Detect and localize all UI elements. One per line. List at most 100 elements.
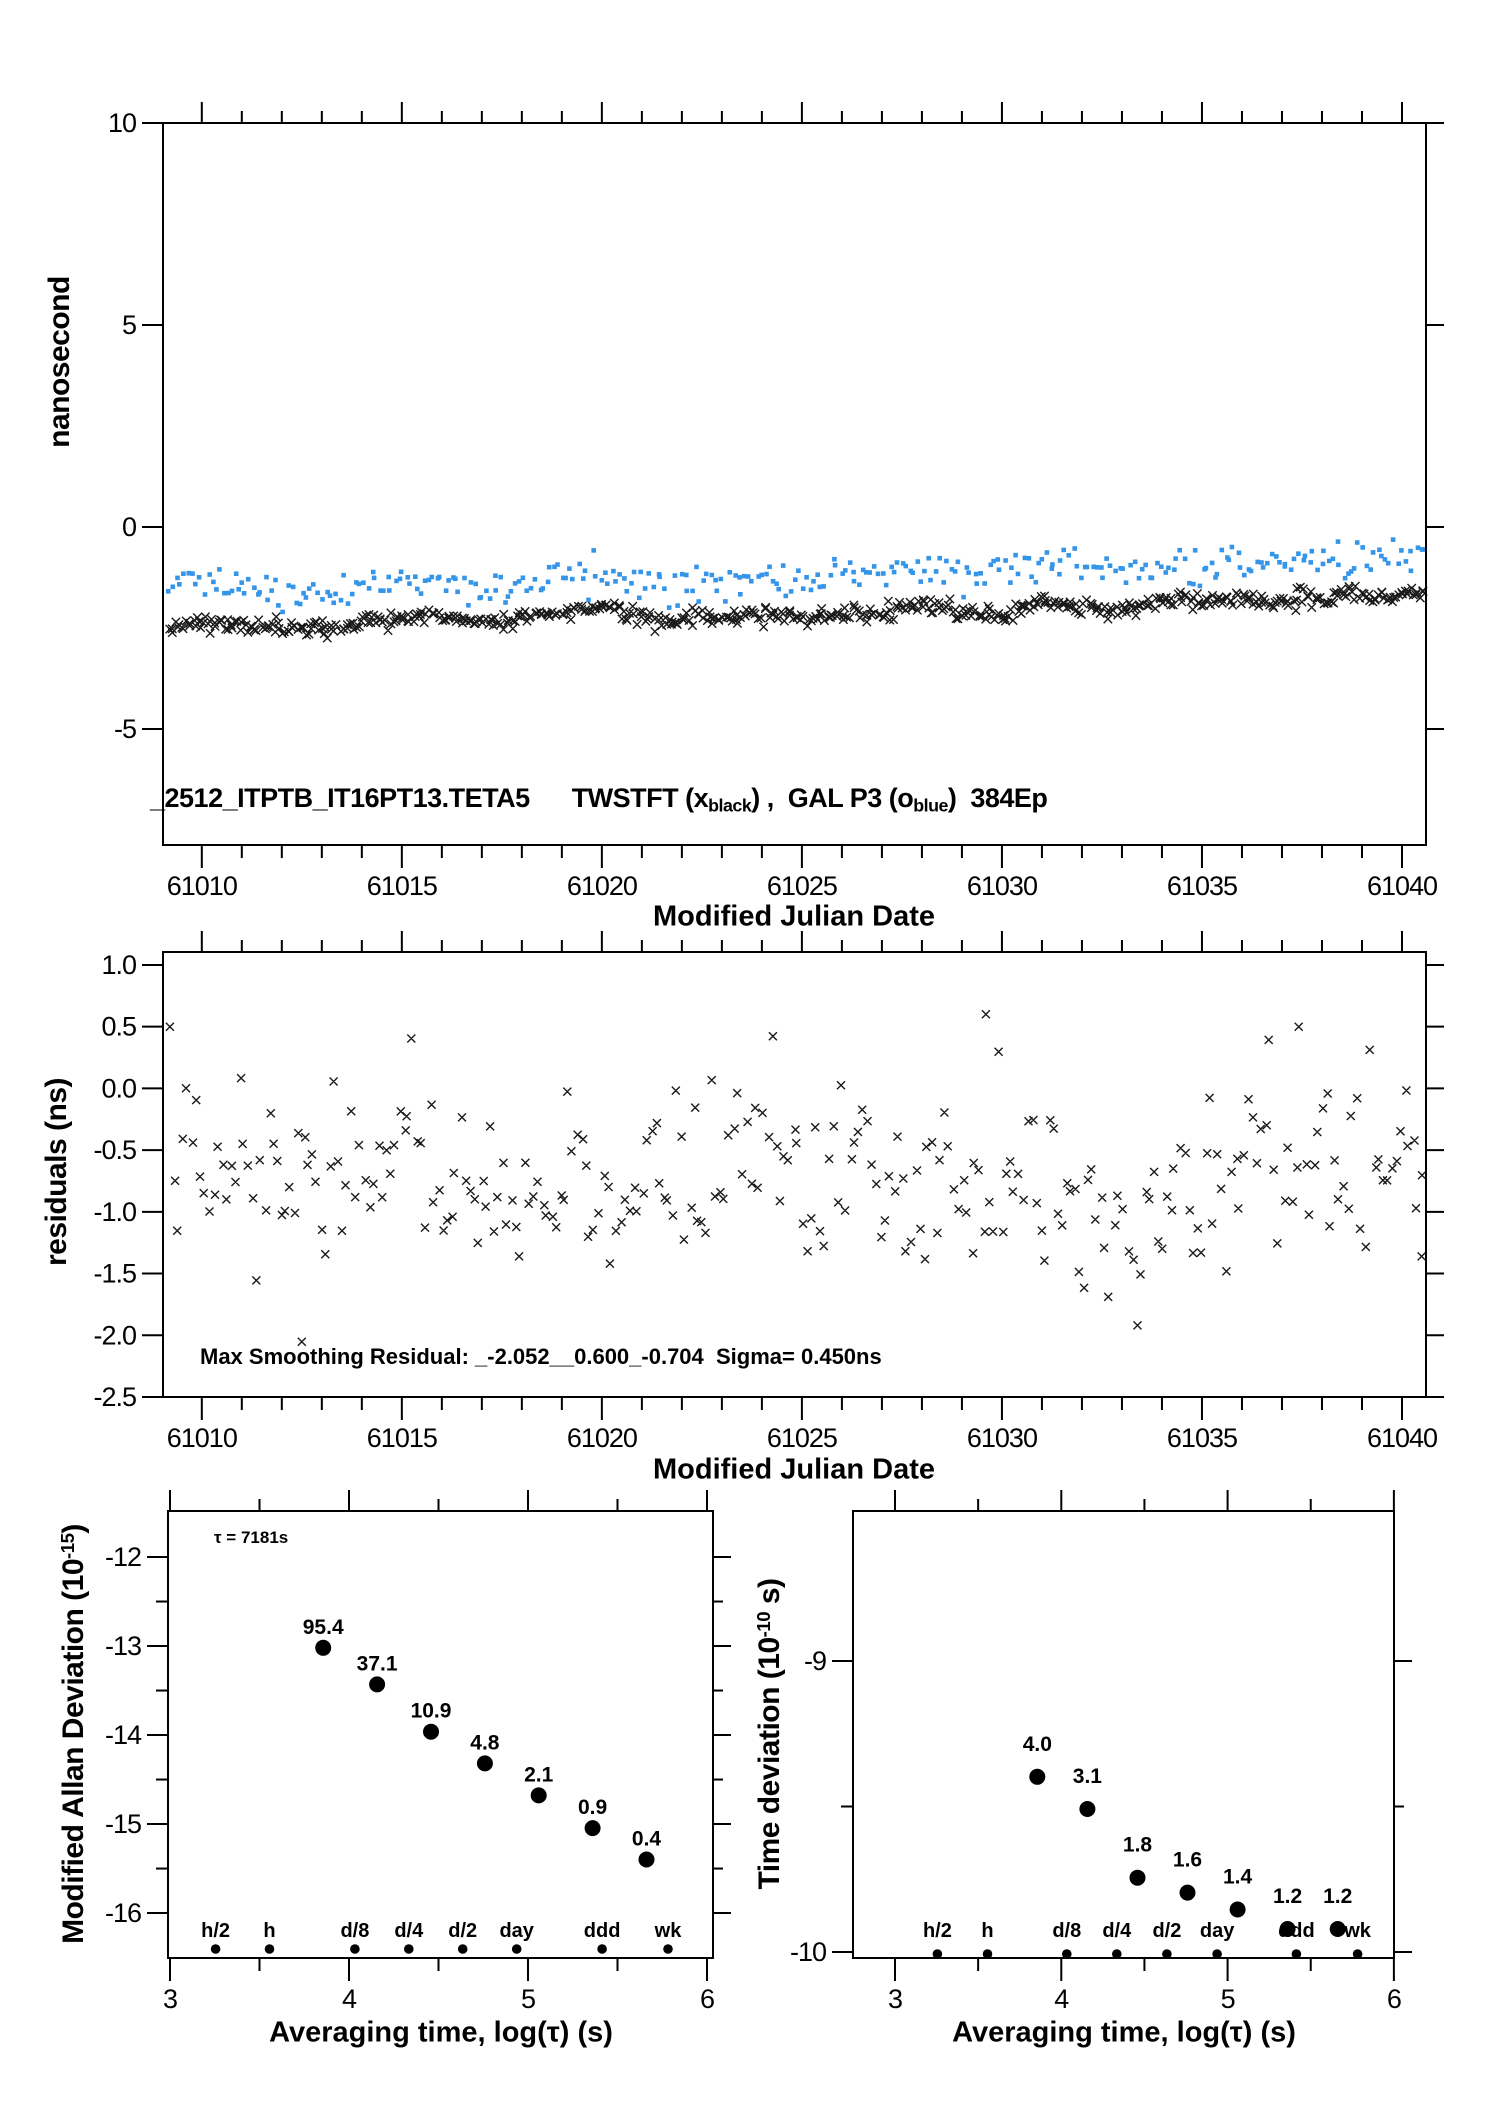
deviation-point [1129, 1869, 1146, 1886]
scatter-square-marker [455, 589, 460, 595]
scatter-square-marker [1408, 568, 1414, 574]
scatter-square-marker [1022, 555, 1028, 561]
deviation-point [1029, 1768, 1046, 1785]
scatter-square-marker [1420, 547, 1426, 552]
scatter-square-marker [466, 603, 471, 608]
scatter-square-marker [354, 580, 359, 585]
scatter-square-marker [1277, 560, 1282, 565]
scatter-square-marker [808, 587, 814, 593]
x-tick-label: 61035 [1167, 871, 1237, 901]
scatter-square-marker [484, 588, 489, 594]
panel1-x-axis-title: Modified Julian Date [653, 900, 935, 933]
x-tick-label: 61010 [167, 871, 237, 901]
scatter-square-marker [1072, 546, 1077, 551]
scatter-square-marker [759, 572, 764, 578]
scatter-square-marker [843, 568, 848, 573]
tag-marker-dot [264, 1944, 275, 1954]
scatter-square-marker [333, 591, 338, 597]
scatter-square-marker [900, 561, 906, 566]
x-tick-label: 61015 [367, 871, 437, 901]
scatter-square-marker [290, 584, 296, 590]
scatter-square-marker [1382, 557, 1388, 562]
scatter-square-marker [894, 560, 900, 565]
scatter-square-marker [883, 582, 889, 588]
x-tick-label: 61035 [1167, 1423, 1237, 1453]
scatter-square-marker [269, 588, 274, 593]
scatter-square-marker [378, 588, 383, 593]
scatter-square-marker [1327, 558, 1332, 564]
scatter-square-marker [1120, 566, 1125, 571]
tag-label: ddd [1278, 1920, 1315, 1942]
scatter-square-marker [207, 572, 212, 577]
scatter-square-marker [211, 579, 216, 585]
scatter-square-marker [1192, 548, 1198, 553]
scatter-square-marker [918, 579, 923, 584]
scatter-square-marker [303, 595, 309, 600]
scatter-square-marker [723, 599, 728, 604]
scatter-square-marker [175, 575, 180, 581]
scatter-square-marker [397, 576, 403, 582]
panel1-y-axis-title-text: nanosecond [43, 276, 76, 448]
scatter-square-marker [320, 597, 325, 602]
panel1-title-tail: ) 384Ep [947, 783, 1048, 813]
scatter-square-marker [1013, 552, 1018, 558]
twstft-gal-comparison-series-gal-p3 [165, 537, 1426, 615]
x-tick-label: 3 [163, 1984, 177, 2014]
scatter-square-marker [233, 571, 239, 576]
scatter-square-marker [1320, 561, 1326, 567]
scatter-square-marker [1255, 559, 1260, 565]
scatter-square-marker [265, 597, 270, 603]
deviation-value-label: 37.1 [357, 1652, 398, 1675]
panel1-title-series1: TWSTFT (x [571, 783, 709, 813]
tag-label: d/8 [340, 1920, 369, 1942]
scatter-square-marker [1123, 580, 1129, 585]
scatter-square-marker [638, 569, 643, 575]
scatter-square-marker [1260, 565, 1266, 570]
scatter-square-marker [832, 556, 837, 562]
panel4-y-axis-title-close: s) [753, 1578, 787, 1612]
scatter-square-marker [301, 590, 306, 596]
scatter-square-marker [239, 580, 244, 585]
panel1-y-axis-title: nanosecond [43, 276, 77, 448]
deviation-point [423, 1723, 439, 1740]
scatter-square-marker [1360, 545, 1365, 550]
scatter-square-marker [327, 593, 333, 598]
scatter-square-marker [286, 583, 291, 588]
scatter-square-marker [426, 577, 432, 583]
deviation-value-label: 4.8 [470, 1731, 500, 1754]
scatter-square-marker [1009, 565, 1014, 570]
scatter-square-marker [546, 564, 552, 570]
y-tick-label: -16 [105, 1898, 141, 1928]
scatter-square-marker [961, 594, 966, 600]
scatter-square-marker [552, 564, 557, 570]
scatter-square-marker [1066, 553, 1071, 558]
scatter-square-marker [241, 591, 247, 596]
scatter-square-marker [528, 585, 534, 591]
scatter-square-marker [780, 563, 786, 568]
scatter-square-marker [749, 578, 754, 584]
scatter-square-marker [177, 582, 182, 587]
deviation-point [1279, 1921, 1296, 1937]
time-deviation-panel: 3 4 5 6 -9 -10 4.0 3.1 1.8 1.6 1.4 1.2 1.2 h/2 h d/8 d/4… [790, 1490, 1412, 2014]
scatter-square-marker [468, 580, 474, 585]
smoothing-residuals-series-residuals [165, 1009, 1427, 1347]
time-deviation-ticks: 3 4 5 6 -9 -10 [790, 1490, 1412, 2014]
scatter-square-marker [1403, 559, 1409, 564]
deviation-value-label: 95.4 [303, 1616, 344, 1639]
scatter-square-marker [680, 571, 685, 577]
scatter-square-marker [622, 576, 627, 581]
scatter-square-marker [1308, 560, 1314, 565]
scatter-square-marker [756, 574, 761, 579]
deviation-value-label: 1.2 [1273, 1885, 1302, 1908]
scatter-square-marker [783, 593, 789, 599]
tag-label: wk [1343, 1920, 1372, 1942]
scatter-square-marker [1237, 565, 1243, 570]
modified-allan-deviation-points: 95.4 37.1 10.9 4.8 2.1 0.9 0.4 [303, 1616, 661, 1868]
twstft-gal-comparison-ticks: 61010 61015 61020 61025 61030 61035 61040 10 5 0 -… [108, 102, 1444, 901]
scatter-square-marker [217, 567, 222, 572]
scatter-square-marker [996, 567, 1002, 572]
scatter-square-marker [1354, 540, 1360, 545]
scatter-square-marker [788, 589, 794, 594]
panel3-x-axis-title: Averaging time, log(τ) (s) [269, 2016, 613, 2049]
scatter-square-marker [1379, 553, 1384, 559]
